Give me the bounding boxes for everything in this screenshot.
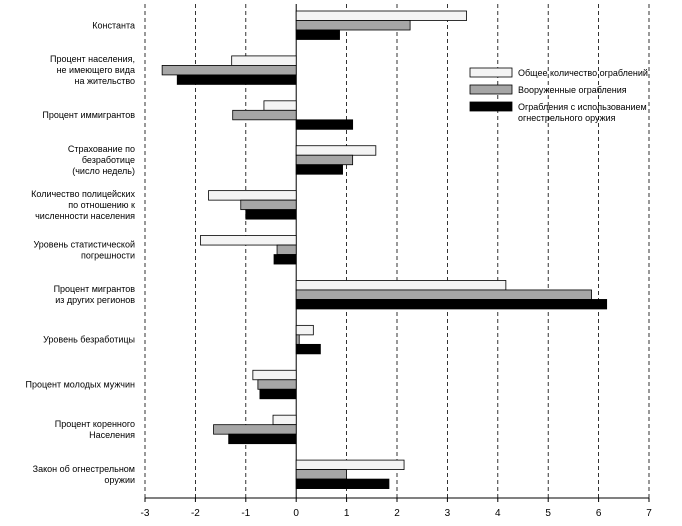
category-label-line: Уровень безработицы <box>43 335 135 345</box>
bar <box>245 209 297 220</box>
category-label: Закон об огнестрельном оружии <box>33 464 135 485</box>
legend-label-line: Общее количество ограблений <box>518 68 648 78</box>
x-tick-label: 6 <box>596 508 602 519</box>
category-label: Константа <box>92 20 135 30</box>
legend-swatch <box>469 84 513 95</box>
bar <box>295 145 377 156</box>
legend-swatch <box>469 101 513 112</box>
category-label: Процент иммигрантов <box>42 110 135 120</box>
legend-label: Вооруженные ограбления <box>518 85 627 95</box>
bar <box>252 369 297 381</box>
bar <box>259 388 297 400</box>
bar <box>295 164 343 175</box>
x-tick-label: -2 <box>191 508 200 519</box>
legend-label: Ограбления с использованием огнестрельног… <box>518 102 647 123</box>
bar <box>295 469 348 480</box>
x-tick-label: 1 <box>344 508 350 519</box>
category-label-line: оружии <box>104 475 135 485</box>
bar <box>228 433 297 445</box>
category-label-line: не имеющего вида <box>57 65 135 75</box>
legend: Общее количество ограблений Вооруженные о… <box>469 67 648 123</box>
bar <box>295 20 411 31</box>
bar <box>240 199 297 211</box>
x-axis: -3 -2 -1 0 1 2 3 4 5 6 7 <box>141 497 652 519</box>
category-label-line: (число недель) <box>72 166 135 176</box>
bar <box>295 154 354 166</box>
bar <box>208 190 297 201</box>
category-label-line: Количество полицейских <box>31 189 135 199</box>
x-tick-label: 5 <box>545 508 551 519</box>
bar <box>276 244 297 255</box>
category-label-line: Процент молодых мужчин <box>25 380 135 390</box>
category-label: Процент населения, не имеющего вида на жит… <box>50 54 135 86</box>
bar <box>295 478 390 489</box>
bar <box>272 414 297 426</box>
category-label: Уровень статистической погрешности <box>33 239 135 260</box>
category-label: Уровень безработицы <box>43 335 135 345</box>
category-label-line: по отношению к <box>68 200 135 210</box>
bar <box>295 334 300 345</box>
category-label-line: погрешности <box>81 250 135 260</box>
x-tick-label: 0 <box>293 508 299 519</box>
x-tick-label: 7 <box>646 508 652 519</box>
bar <box>295 459 405 470</box>
bar <box>295 324 314 336</box>
category-label-line: безработице <box>82 155 135 165</box>
x-tick-label: 3 <box>445 508 451 519</box>
bar <box>295 29 340 40</box>
category-label: Процент коренного Населения <box>55 419 135 440</box>
grid-lines <box>144 4 650 498</box>
bar <box>176 74 297 85</box>
category-label-line: Уровень статистической <box>33 239 135 249</box>
bar <box>232 109 297 121</box>
bar <box>231 55 297 66</box>
x-tick-label: -3 <box>141 508 150 519</box>
bar <box>295 119 354 130</box>
category-label: Количество полицейских по отношению к числ… <box>31 189 135 221</box>
category-label-line: Процент населения, <box>50 54 135 64</box>
category-label-line: Константа <box>92 20 135 30</box>
category-label-line: Процент мигрантов <box>54 284 136 294</box>
category-label-line: из других регионов <box>55 295 135 305</box>
legend-swatch <box>469 67 513 78</box>
category-label: Процент молодых мужчин <box>25 380 135 390</box>
bar <box>273 254 297 265</box>
bar <box>295 299 608 310</box>
category-label: Страхование по безработице (число недель) <box>68 144 135 176</box>
bars <box>161 10 608 489</box>
category-label-line: Процент иммигрантов <box>42 110 135 120</box>
category-label-line: Закон об огнестрельном <box>33 464 135 474</box>
x-tick-label: -1 <box>241 508 250 519</box>
x-tick-label: 4 <box>495 508 501 519</box>
category-label: Процент мигрантов из других регионов <box>54 284 136 305</box>
bar <box>263 100 297 111</box>
legend-label-line: Ограбления с использованием <box>518 102 647 112</box>
bar <box>200 235 297 246</box>
x-tick-label: 2 <box>394 508 400 519</box>
category-label-line: численности населения <box>35 211 135 221</box>
bar <box>257 379 297 390</box>
bar <box>161 65 297 76</box>
category-label-line: Страхование по <box>68 144 135 154</box>
bar <box>295 10 467 21</box>
legend-label-line: Вооруженные ограбления <box>518 85 627 95</box>
legend-label-line: огнестрельного оружия <box>518 113 616 123</box>
bar <box>295 289 592 300</box>
category-label-line: Населения <box>89 430 135 440</box>
category-label-line: Процент коренного <box>55 419 135 429</box>
bar <box>295 343 321 355</box>
legend-label: Общее количество ограблений <box>518 68 648 78</box>
category-labels: Константа Процент населения, не имеющего в… <box>25 20 135 485</box>
bar <box>295 280 507 291</box>
bar <box>213 424 297 435</box>
category-label-line: на жительство <box>75 76 136 86</box>
